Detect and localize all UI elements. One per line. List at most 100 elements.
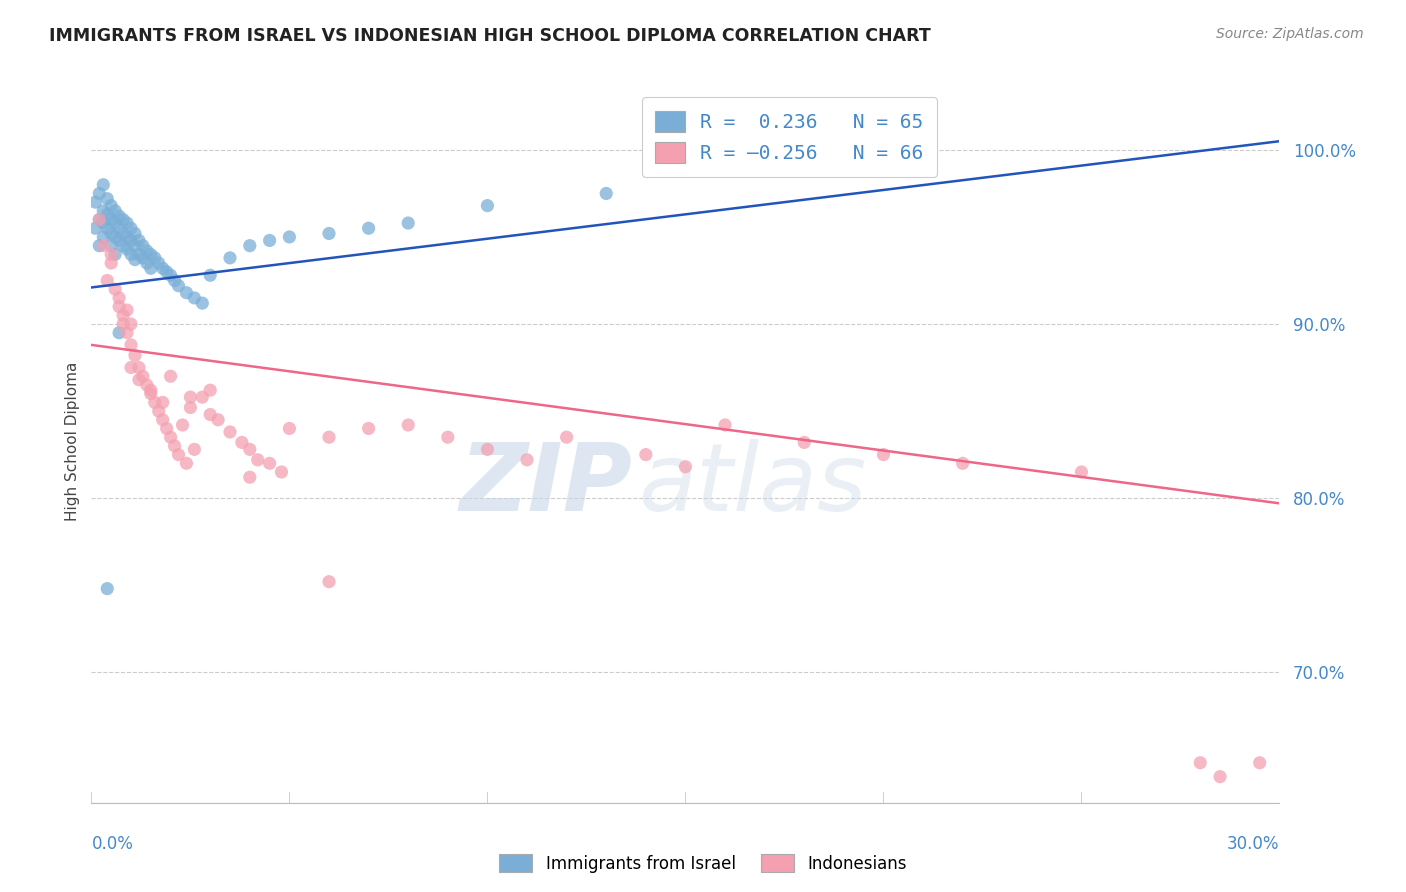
Point <box>396 417 419 432</box>
Point <box>115 242 138 256</box>
Point <box>318 574 340 589</box>
Point <box>516 452 538 467</box>
Point <box>135 378 157 392</box>
Text: IMMIGRANTS FROM ISRAEL VS INDONESIAN HIGH SCHOOL DIPLOMA CORRELATION CHART: IMMIGRANTS FROM ISRAEL VS INDONESIAN HIG… <box>49 27 931 45</box>
Point <box>91 203 114 218</box>
Point <box>124 252 146 267</box>
Point <box>318 430 340 444</box>
Point <box>139 247 162 261</box>
Point <box>278 230 301 244</box>
Point <box>200 383 222 397</box>
Point <box>152 261 174 276</box>
Point <box>270 465 292 479</box>
Point <box>120 360 142 375</box>
Point <box>139 386 162 401</box>
Point <box>191 390 214 404</box>
Point <box>132 238 155 252</box>
Point <box>179 390 201 404</box>
Point <box>673 459 696 474</box>
Point <box>115 230 138 244</box>
Point <box>96 207 118 221</box>
Text: 30.0%: 30.0% <box>1227 835 1279 854</box>
Point <box>167 278 190 293</box>
Point <box>108 291 131 305</box>
Text: atlas: atlas <box>638 440 866 531</box>
Point <box>132 369 155 384</box>
Point <box>183 291 205 305</box>
Point <box>148 404 170 418</box>
Point <box>89 212 111 227</box>
Legend: Immigrants from Israel, Indonesians: Immigrants from Israel, Indonesians <box>492 847 914 880</box>
Point <box>100 212 122 227</box>
Point <box>128 247 150 261</box>
Point <box>152 413 174 427</box>
Point <box>1249 756 1271 770</box>
Point <box>124 227 146 241</box>
Point <box>96 582 118 596</box>
Point <box>555 430 578 444</box>
Point <box>176 285 198 300</box>
Point <box>84 195 107 210</box>
Point <box>156 421 179 435</box>
Point <box>104 247 127 261</box>
Point <box>1189 756 1212 770</box>
Point <box>100 238 122 252</box>
Point <box>477 442 499 457</box>
Point <box>112 212 135 227</box>
Text: Source: ZipAtlas.com: Source: ZipAtlas.com <box>1216 27 1364 41</box>
Point <box>120 247 142 261</box>
Point <box>357 221 380 235</box>
Point <box>139 383 162 397</box>
Point <box>115 303 138 318</box>
Point <box>96 221 118 235</box>
Point <box>239 238 262 252</box>
Point <box>1209 770 1232 784</box>
Legend: R =  0.236   N = 65, R = –0.256   N = 66: R = 0.236 N = 65, R = –0.256 N = 66 <box>643 97 936 177</box>
Point <box>239 470 262 484</box>
Point <box>120 234 142 248</box>
Point <box>207 413 229 427</box>
Point <box>96 192 118 206</box>
Point <box>91 178 114 192</box>
Point <box>91 230 114 244</box>
Point <box>477 199 499 213</box>
Point <box>219 425 242 439</box>
Point <box>91 238 114 252</box>
Point <box>714 417 737 432</box>
Point <box>172 417 194 432</box>
Point <box>396 216 419 230</box>
Point <box>112 227 135 241</box>
Point <box>357 421 380 435</box>
Point <box>104 282 127 296</box>
Point <box>89 186 111 201</box>
Point <box>219 251 242 265</box>
Point <box>436 430 458 444</box>
Point <box>167 448 190 462</box>
Point <box>793 435 815 450</box>
Point <box>148 256 170 270</box>
Point <box>231 435 253 450</box>
Point <box>108 221 131 235</box>
Point <box>112 317 135 331</box>
Point <box>91 216 114 230</box>
Point <box>163 439 186 453</box>
Point <box>239 442 262 457</box>
Point <box>183 442 205 457</box>
Point <box>139 261 162 276</box>
Point <box>259 456 281 470</box>
Point <box>128 373 150 387</box>
Point <box>159 268 181 283</box>
Point <box>108 300 131 314</box>
Point <box>104 216 127 230</box>
Point <box>159 430 181 444</box>
Point <box>179 401 201 415</box>
Point <box>108 209 131 223</box>
Point <box>120 338 142 352</box>
Point <box>104 230 127 244</box>
Point <box>156 265 179 279</box>
Point <box>89 212 111 227</box>
Point <box>100 247 122 261</box>
Point <box>200 268 222 283</box>
Point <box>124 348 146 362</box>
Point <box>112 238 135 252</box>
